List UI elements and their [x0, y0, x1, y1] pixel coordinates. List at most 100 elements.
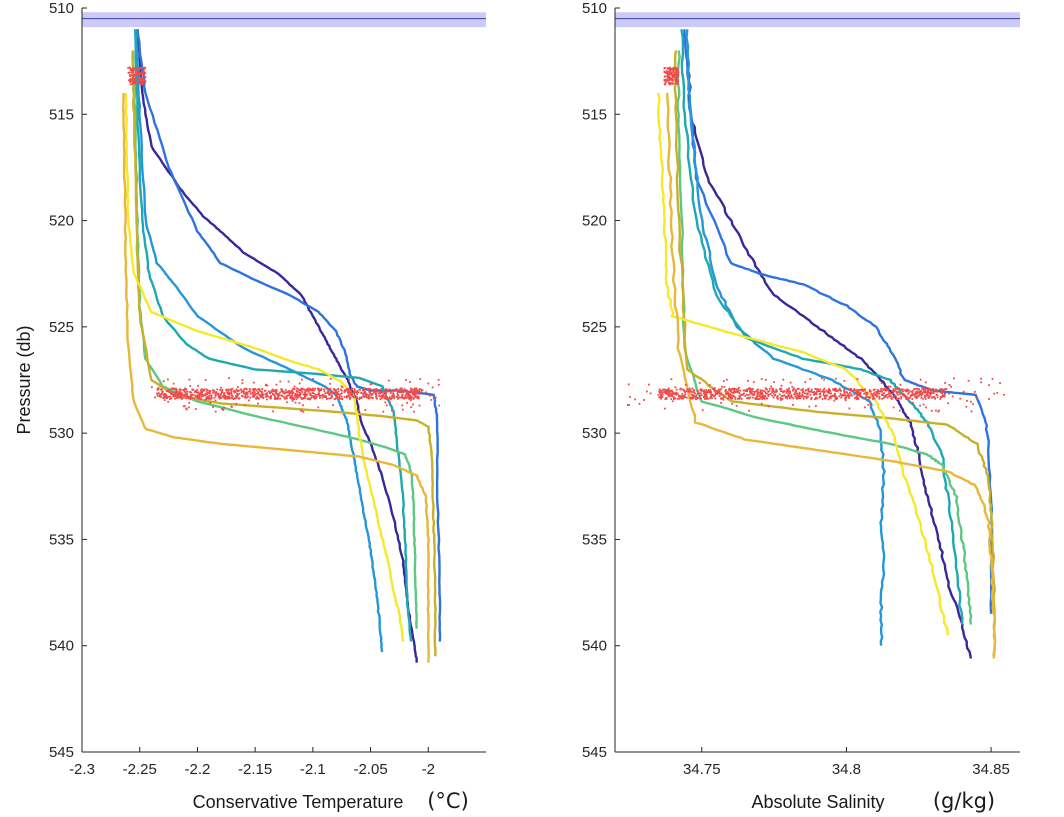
- scatter-point: [708, 389, 710, 391]
- scatter-point: [951, 395, 954, 398]
- scatter-point: [889, 393, 891, 396]
- scatter-point: [804, 395, 807, 398]
- scatter-group-3: [151, 377, 441, 413]
- scatter-point: [308, 388, 311, 391]
- scatter-point: [959, 397, 962, 400]
- scatter-point: [860, 396, 863, 399]
- scatter-point: [157, 387, 160, 390]
- scatter-point: [923, 388, 925, 391]
- scatter-point: [866, 396, 869, 398]
- scatter-point: [334, 390, 337, 393]
- scatter-point: [935, 390, 937, 393]
- scatter-point: [406, 390, 409, 393]
- scatter-point: [870, 392, 873, 395]
- scatter-point: [257, 392, 260, 395]
- scatter-point: [266, 384, 269, 387]
- scatter-point: [243, 392, 245, 395]
- scatter-point: [259, 390, 261, 392]
- scatter-point: [268, 396, 271, 399]
- scatter-point: [937, 410, 940, 413]
- scatter-point: [412, 403, 414, 406]
- scatter-point: [720, 392, 723, 395]
- scatter-point: [774, 394, 776, 396]
- scatter-point: [129, 75, 131, 78]
- scatter-point: [666, 74, 669, 77]
- scatter-point: [783, 390, 786, 392]
- scatter-point: [941, 396, 943, 398]
- scatter-point: [409, 390, 412, 392]
- scatter-point: [760, 395, 763, 398]
- scatter-point: [862, 397, 865, 400]
- scatter-point: [297, 395, 300, 398]
- scatter-point: [745, 390, 747, 392]
- scatter-point: [280, 388, 283, 390]
- scatter-point: [664, 392, 667, 395]
- scatter-point: [336, 391, 338, 394]
- scatter-point: [883, 394, 886, 397]
- scatter-point: [212, 391, 214, 394]
- scatter-point: [939, 395, 942, 398]
- scatter-point: [360, 391, 362, 394]
- scatter-point: [415, 387, 418, 390]
- scatter-point: [214, 393, 217, 396]
- scatter-point: [748, 387, 751, 389]
- scatter-point: [734, 398, 737, 400]
- scatter-point: [143, 67, 146, 70]
- scatter-point: [214, 399, 217, 402]
- surface-band: [615, 12, 1020, 28]
- scatter-point: [942, 389, 945, 392]
- scatter-point: [238, 397, 241, 399]
- scatter-point: [659, 392, 661, 395]
- scatter-point: [722, 394, 725, 397]
- scatter-point: [748, 397, 750, 400]
- scatter-point: [843, 391, 846, 394]
- scatter-point: [255, 397, 257, 399]
- scatter-point: [753, 391, 756, 393]
- scatter-point: [936, 394, 939, 396]
- scatter-point: [832, 389, 835, 391]
- scatter-point: [207, 392, 210, 394]
- scatter-point: [900, 396, 903, 398]
- scatter-point: [156, 392, 158, 395]
- scatter-point: [814, 393, 816, 395]
- scatter-point: [669, 83, 671, 86]
- scatter-point: [252, 395, 255, 398]
- scatter-point: [408, 391, 411, 393]
- scatter-point: [290, 391, 293, 394]
- scatter-point: [277, 395, 279, 398]
- scatter-point: [432, 394, 435, 397]
- scatter-point: [366, 393, 369, 396]
- scatter-point: [201, 393, 203, 396]
- scatter-point: [864, 388, 866, 391]
- scatter-point: [677, 79, 679, 81]
- scatter-point: [292, 387, 295, 390]
- scatter-point: [286, 401, 288, 404]
- scatter-point: [369, 383, 372, 386]
- scatter-point: [934, 389, 936, 391]
- scatter-point: [757, 392, 760, 394]
- scatter-point: [930, 396, 933, 399]
- scatter-point: [939, 388, 941, 391]
- scatter-point: [722, 398, 725, 401]
- y-tick-label: 530: [582, 425, 607, 442]
- scatter-point: [334, 397, 337, 400]
- scatter-point: [304, 390, 307, 393]
- scatter-point: [257, 388, 259, 391]
- scatter-point: [838, 388, 841, 391]
- scatter-point: [401, 394, 403, 397]
- scatter-point: [839, 392, 842, 395]
- scatter-point: [709, 389, 711, 392]
- scatter-point: [918, 393, 921, 396]
- scatter-point: [413, 389, 416, 391]
- scatter-point: [680, 395, 683, 398]
- scatter-point: [668, 78, 670, 80]
- scatter-point: [134, 79, 137, 82]
- scatter-point: [684, 391, 686, 394]
- scatter-point: [870, 404, 872, 406]
- scatter-point: [138, 81, 141, 84]
- scatter-point: [187, 406, 190, 409]
- scatter-point: [703, 396, 705, 398]
- scatter-point: [196, 394, 199, 396]
- scatter-point: [217, 394, 220, 397]
- scatter-point: [822, 394, 825, 397]
